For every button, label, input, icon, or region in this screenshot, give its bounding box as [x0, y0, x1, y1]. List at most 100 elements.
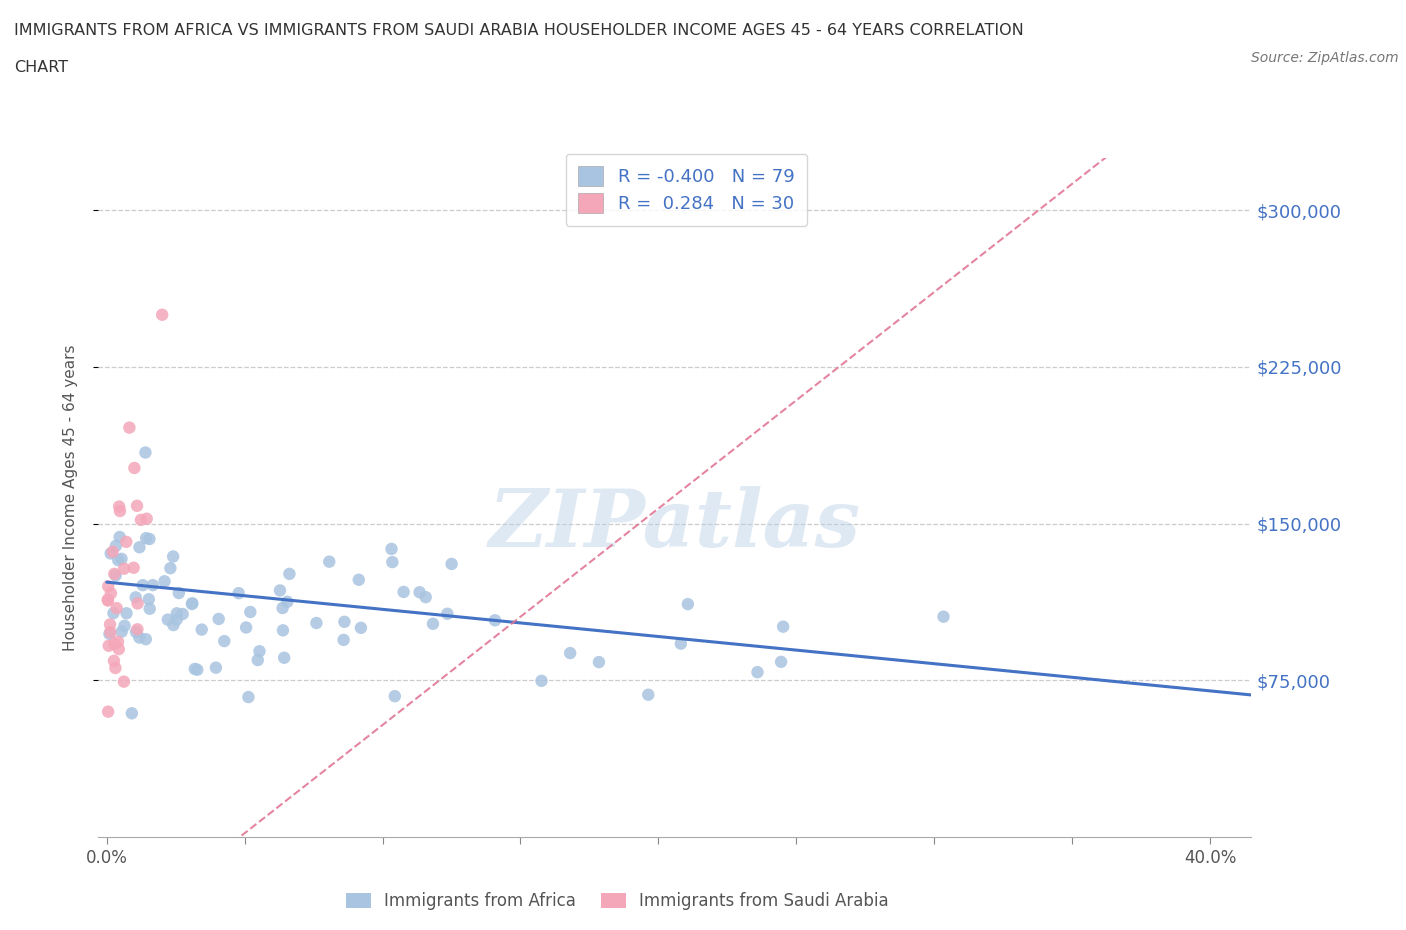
Point [97, 578, 120, 593]
Point [138, 532, 160, 547]
Point [271, 623, 294, 638]
Y-axis label: Householder Income Ages 45 - 64 years: Householder Income Ages 45 - 64 years [63, 344, 77, 651]
Point [347, 572, 370, 587]
Point [122, 561, 145, 576]
Point [121, 706, 143, 721]
Point [138, 602, 160, 617]
Point [97, 704, 120, 719]
Point [108, 529, 131, 544]
Point [770, 655, 793, 670]
Point [239, 604, 262, 619]
Point [560, 645, 582, 660]
Point [190, 622, 212, 637]
Text: CHART: CHART [14, 60, 67, 75]
Point [235, 620, 257, 635]
Point [172, 606, 194, 621]
Point [186, 662, 208, 677]
Point [127, 596, 149, 611]
Point [125, 590, 148, 604]
Point [97, 592, 120, 607]
Point [278, 566, 301, 581]
Point [159, 561, 181, 576]
Point [98, 617, 121, 631]
Point [129, 512, 152, 527]
Point [637, 687, 659, 702]
Point [100, 586, 122, 601]
Point [440, 556, 463, 571]
Point [107, 634, 129, 649]
Point [125, 624, 148, 639]
Point [114, 618, 136, 633]
Point [422, 617, 444, 631]
Point [103, 566, 125, 581]
Point [135, 631, 157, 646]
Point [104, 568, 127, 583]
Point [127, 622, 149, 637]
Point [271, 601, 294, 616]
Point [107, 552, 129, 567]
Point [205, 660, 228, 675]
Point [246, 653, 269, 668]
Point [134, 445, 156, 460]
Point [436, 606, 458, 621]
Point [273, 650, 295, 665]
Text: IMMIGRANTS FROM AFRICA VS IMMIGRANTS FROM SAUDI ARABIA HOUSEHOLDER INCOME AGES 4: IMMIGRANTS FROM AFRICA VS IMMIGRANTS FRO… [14, 23, 1024, 38]
Point [135, 531, 157, 546]
Point [110, 551, 132, 566]
Point [669, 636, 692, 651]
Point [772, 619, 794, 634]
Text: Source: ZipAtlas.com: Source: ZipAtlas.com [1251, 51, 1399, 65]
Point [150, 307, 173, 322]
Point [103, 654, 125, 669]
Point [104, 660, 127, 675]
Point [249, 644, 271, 658]
Point [415, 590, 437, 604]
Point [115, 535, 138, 550]
Point [332, 632, 354, 647]
Point [98, 625, 121, 640]
Point [98, 627, 121, 642]
Point [208, 612, 231, 627]
Point [142, 578, 165, 592]
Point [115, 605, 138, 620]
Point [305, 616, 328, 631]
Point [166, 606, 188, 621]
Point [124, 460, 146, 475]
Point [153, 574, 176, 589]
Point [180, 596, 202, 611]
Point [108, 642, 131, 657]
Point [103, 605, 125, 620]
Point [380, 541, 402, 556]
Text: ZIPatlas: ZIPatlas [489, 486, 860, 564]
Point [103, 636, 125, 651]
Point [381, 554, 404, 569]
Point [108, 503, 131, 518]
Point [318, 554, 340, 569]
Point [118, 420, 141, 435]
Point [111, 624, 134, 639]
Point [276, 594, 298, 609]
Point [184, 661, 207, 676]
Point [484, 613, 506, 628]
Point [108, 499, 131, 514]
Point [104, 538, 127, 553]
Point [166, 612, 188, 627]
Point [97, 638, 120, 653]
Point [100, 546, 122, 561]
Point [269, 583, 291, 598]
Point [676, 597, 699, 612]
Point [97, 593, 120, 608]
Point [125, 498, 148, 513]
Point [138, 591, 160, 606]
Point [162, 618, 184, 632]
Point [162, 549, 184, 564]
Point [214, 633, 236, 648]
Legend: Immigrants from Africa, Immigrants from Saudi Arabia: Immigrants from Africa, Immigrants from … [339, 885, 896, 917]
Point [530, 673, 553, 688]
Point [112, 561, 135, 576]
Point [101, 544, 124, 559]
Point [747, 665, 769, 680]
Point [128, 539, 150, 554]
Point [238, 690, 260, 705]
Point [932, 609, 955, 624]
